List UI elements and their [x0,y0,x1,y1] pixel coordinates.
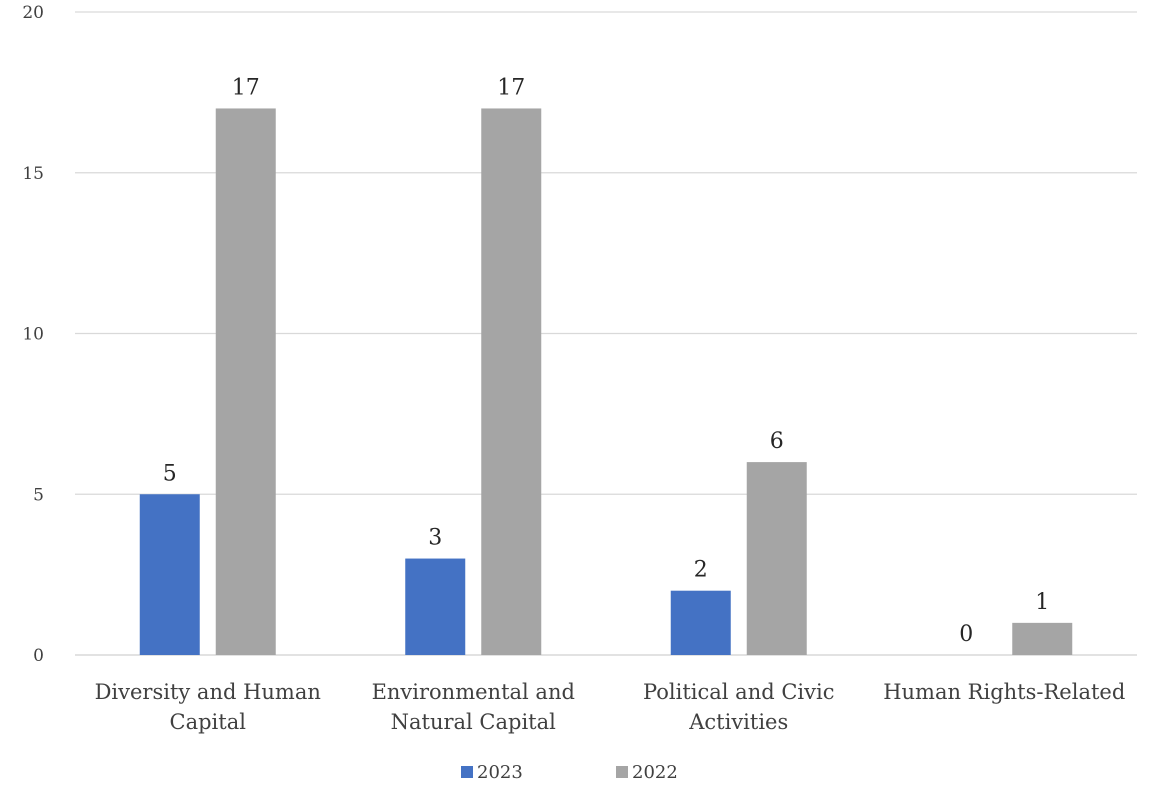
data-label: 3 [428,526,442,551]
x-tick-label: Political and Civic Activities [643,680,834,734]
y-axis-ticks: 0 5 10 15 20 [22,3,44,666]
x-tick-label: Diversity and Human Capital [95,680,321,734]
legend-label: 2023 [477,762,523,783]
legend-swatch [616,766,628,778]
bars [139,108,1073,655]
legend: 2023 2022 [461,762,678,783]
bar [670,590,731,655]
legend-label: 2022 [632,762,678,783]
data-label: 6 [770,429,784,454]
bar [746,462,807,655]
bar [481,108,542,655]
data-label: 5 [163,461,177,486]
x-axis-categories: Diversity and Human Capital Environmental … [95,680,1126,734]
y-tick-label: 0 [33,646,44,666]
data-label: 1 [1035,590,1049,615]
data-label: 17 [232,75,260,100]
bar [405,558,466,655]
bar [1012,622,1073,655]
data-label: 17 [497,75,525,100]
x-tick-label: Environmental and Natural Capital [372,680,575,734]
data-labels: 5 17 3 17 2 6 0 1 [163,75,1050,647]
legend-swatch [461,766,473,778]
y-tick-label: 20 [22,3,44,23]
bar [215,108,276,655]
data-label: 0 [959,622,973,647]
y-tick-label: 5 [33,485,44,505]
x-tick-label: Human Rights-Related [883,680,1125,704]
data-label: 2 [694,558,708,583]
y-tick-label: 10 [22,325,44,345]
bar [139,494,200,655]
y-tick-label: 15 [22,164,44,184]
